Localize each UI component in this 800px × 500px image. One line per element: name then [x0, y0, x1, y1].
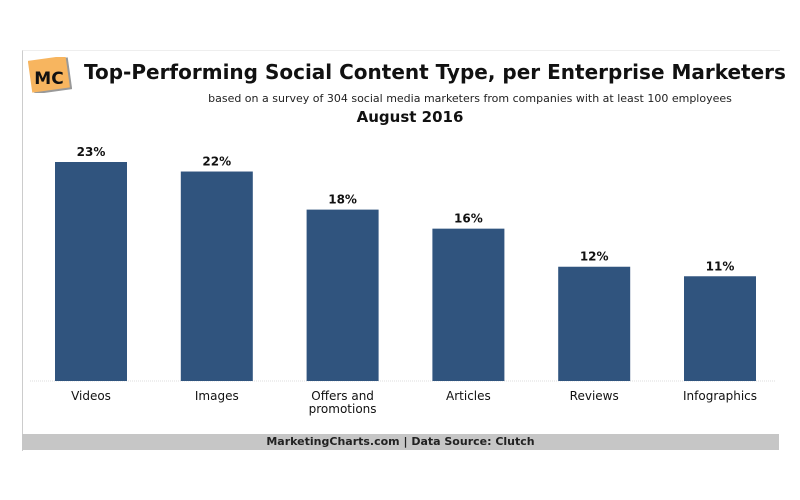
- bar-2: [306, 209, 379, 381]
- category-label-1: Images: [195, 389, 239, 403]
- chart-title: Top-Performing Social Content Type, per …: [84, 60, 786, 84]
- category-label-0: Videos: [71, 389, 111, 403]
- data-label-0: 23%: [77, 145, 106, 159]
- bar-1: [180, 171, 253, 381]
- chart-frame: [22, 50, 780, 451]
- data-label-4: 12%: [580, 250, 609, 264]
- marketingcharts-logo: MC: [28, 57, 72, 93]
- bar-5: [684, 276, 756, 381]
- category-label-2: Offers and promotions: [309, 389, 377, 416]
- data-label-2: 18%: [328, 193, 357, 207]
- bar-4: [558, 266, 631, 381]
- category-label-4: Reviews: [570, 389, 619, 403]
- chart-date: August 2016: [356, 108, 464, 126]
- category-label-5: Infographics: [683, 389, 757, 403]
- data-label-5: 11%: [706, 259, 735, 273]
- logo-text: MC: [34, 69, 63, 89]
- bar-3: [432, 228, 505, 381]
- data-label-3: 16%: [454, 212, 483, 226]
- bar-0: [55, 162, 127, 381]
- source-footer: MarketingCharts.com | Data Source: Clutc…: [22, 434, 779, 450]
- data-label-1: 22%: [202, 155, 231, 169]
- category-label-3: Articles: [446, 389, 491, 403]
- chart-subtitle: based on a survey of 304 social media ma…: [208, 92, 732, 105]
